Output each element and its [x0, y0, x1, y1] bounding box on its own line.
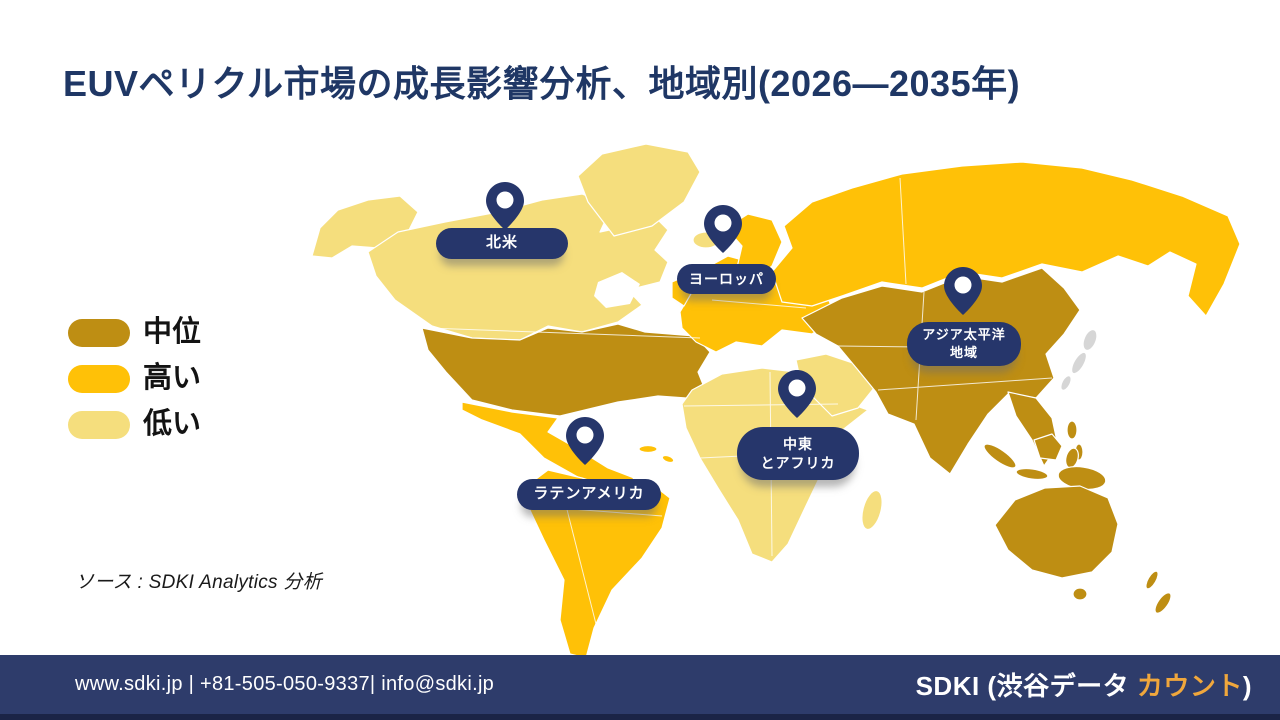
legend-label-high: 高い — [143, 362, 202, 394]
asia-pacific-label: アジア太平洋 地域 — [907, 322, 1021, 366]
asia-pacific-pin-icon — [943, 266, 983, 316]
latin-america-pin-icon — [565, 416, 605, 466]
landmass-japan — [1060, 328, 1098, 391]
region-label-text: 地域 — [949, 345, 978, 360]
legend-item-medium: 中位 — [68, 318, 201, 347]
footer-brand-right: ) — [1242, 671, 1252, 701]
europe-label: ヨーロッパ — [677, 264, 776, 294]
region-label-text: ヨーロッパ — [689, 270, 764, 287]
legend-swatch-medium — [68, 318, 130, 347]
region-label-text: 北米 — [485, 234, 518, 252]
footer-brand: SDKI (渋谷データ カウント) — [916, 666, 1252, 703]
landmass-indonesia — [983, 433, 1107, 490]
legend-item-low: 低い — [68, 410, 201, 439]
source-note: ソース : SDKI Analytics 分析 — [75, 572, 323, 593]
legend-item-high: 高い — [68, 364, 201, 393]
footer-brand-accent: カウント — [1136, 671, 1243, 701]
footer-contact: www.sdki.jp | +81-505-050-9337| info@sdk… — [75, 673, 495, 695]
legend-label-medium: 中位 — [143, 316, 202, 348]
region-label-text: とアフリカ — [760, 454, 836, 471]
north-america-label: 北米 — [436, 228, 568, 259]
legend: 中位 高い 低い — [68, 318, 201, 456]
page-title: EUVペリクル市場の成長影響分析、地域別(2026—2035年) — [63, 63, 1021, 104]
legend-label-low: 低い — [143, 408, 202, 440]
middle-east-africa-pin-icon — [777, 369, 817, 419]
latin-america-label: ラテンアメリカ — [517, 479, 661, 510]
north-america-pin-icon — [485, 181, 525, 231]
region-label-text: 中東 — [783, 435, 813, 452]
region-label-text: アジア太平洋 — [922, 327, 1006, 343]
landmass-australia — [994, 485, 1172, 614]
legend-swatch-high — [68, 364, 130, 393]
region-label-text: ラテンアメリカ — [533, 485, 645, 503]
legend-swatch-low — [68, 410, 130, 439]
middle-east-africa-label: 中東 とアフリカ — [737, 427, 859, 480]
europe-pin-icon — [703, 204, 743, 254]
footer-brand-left: SDKI (渋谷データ — [915, 671, 1137, 701]
footer-bar: www.sdki.jp | +81-505-050-9337| info@sdk… — [0, 655, 1280, 720]
